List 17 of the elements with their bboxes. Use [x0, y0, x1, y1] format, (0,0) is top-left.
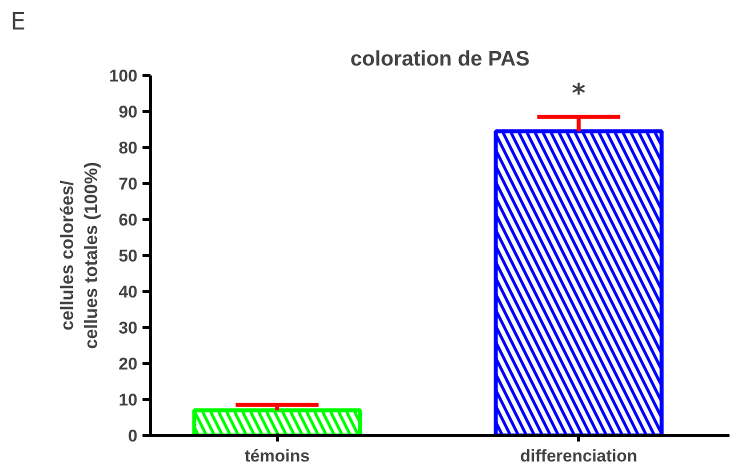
x-tick-label: differenciation: [520, 446, 638, 466]
y-tick-label: 20: [118, 354, 138, 374]
y-axis-title: cellules colorées/ cellues totales (100%): [57, 162, 102, 350]
annotation: *: [572, 78, 586, 109]
y-tick-label: 60: [118, 210, 138, 230]
y-tick-label: 30: [118, 318, 138, 338]
chart-title: coloration de PAS: [350, 48, 530, 70]
x-tick-label: témoins: [244, 446, 310, 466]
y-tick-label: 70: [118, 174, 138, 194]
text: E: [10, 8, 26, 36]
y-tick-label: 50: [118, 246, 138, 266]
y-tick-label: 80: [118, 138, 138, 158]
y-tick-label: 0: [128, 426, 138, 446]
y-tick-label: 10: [118, 390, 138, 410]
y-tick-label: 40: [118, 282, 138, 302]
y-tick-label: 100: [109, 66, 138, 86]
y-tick-label: 90: [118, 102, 138, 122]
